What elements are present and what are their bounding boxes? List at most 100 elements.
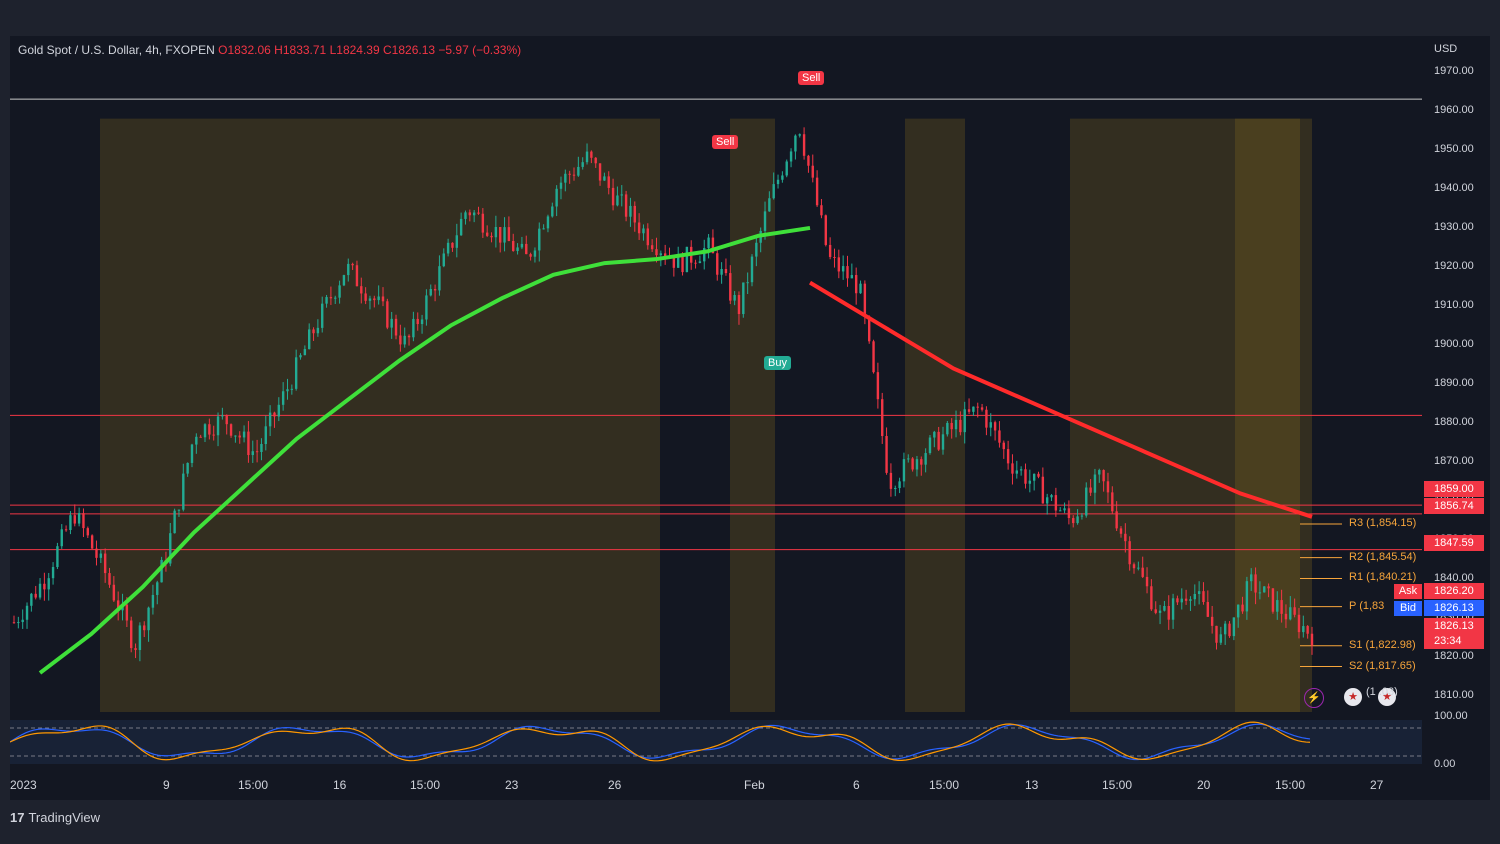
sell-signal-marker[interactable]: Sell — [712, 135, 739, 149]
candle-body — [499, 226, 502, 243]
candle-body — [629, 205, 632, 217]
candle-body — [859, 283, 862, 294]
oscillator-k-line — [10, 723, 1311, 761]
level-tag-1: 1859.00 — [1424, 481, 1484, 497]
candle-body — [568, 173, 571, 175]
chart-frame[interactable] — [10, 36, 1490, 800]
candle-body — [286, 389, 289, 392]
candle-body — [138, 625, 142, 651]
candle-body — [433, 288, 437, 291]
candle-body — [1202, 591, 1205, 603]
candle-body — [451, 242, 454, 248]
candle-body — [208, 424, 211, 435]
bid-badge: Bid — [1394, 601, 1422, 616]
candle-body — [1237, 604, 1240, 618]
low-value: 1824.39 — [336, 43, 380, 57]
pivot-label: R2 (1,845.54) — [1349, 550, 1417, 563]
ask-badge: Ask — [1394, 584, 1422, 599]
candle-body — [468, 212, 472, 216]
tradingview-logo-icon: 17 — [10, 810, 25, 825]
us-flag-icon[interactable]: ★ — [1344, 688, 1362, 706]
candle-body — [1072, 518, 1075, 524]
price-tick-label: 1930.00 — [1434, 220, 1474, 233]
candle-body — [972, 406, 975, 412]
candle-body — [1223, 623, 1227, 635]
candle-body — [273, 412, 276, 417]
pivot-label: S1 (1,822.98) — [1349, 638, 1416, 651]
candle-body — [73, 515, 76, 524]
candle-body — [182, 473, 185, 510]
candle-body — [746, 282, 749, 284]
price-chart[interactable] — [10, 36, 1490, 800]
candle-body — [1241, 604, 1244, 612]
candle-body — [281, 391, 285, 405]
candle-body — [416, 318, 419, 325]
footer-brand[interactable]: 17 TradingView — [10, 810, 100, 825]
last-price-tag: 1826.13 — [1424, 618, 1484, 634]
bid-price-tag: 1826.13 — [1424, 600, 1484, 616]
lightning-icon[interactable]: ⚡ — [1304, 688, 1324, 708]
open-value: 1832.06 — [227, 43, 271, 57]
time-tick-label: 15:00 — [1275, 778, 1306, 792]
price-tick-label: 1890.00 — [1434, 377, 1474, 390]
candle-body — [924, 453, 927, 465]
candle-body — [785, 161, 788, 176]
candle-body — [642, 228, 645, 234]
candle-body — [581, 162, 584, 167]
candle-body — [507, 227, 511, 241]
candle-body — [794, 135, 797, 152]
candle-body — [17, 622, 20, 624]
candle-body — [1263, 586, 1266, 593]
time-tick-label: 16 — [333, 778, 347, 792]
candle-body — [1028, 480, 1032, 484]
us-flag-icon[interactable]: ★ — [1378, 688, 1396, 706]
candle-body — [538, 228, 541, 251]
candle-body — [637, 222, 641, 234]
open-label: O — [218, 43, 228, 57]
currency-label[interactable]: USD — [1434, 43, 1458, 55]
candle-body — [911, 458, 914, 470]
candle-body — [724, 268, 728, 274]
candle-body — [1111, 492, 1114, 512]
candle-body — [885, 436, 888, 473]
candle-body — [43, 583, 46, 590]
pivot-label: R1 (1,840.21) — [1349, 571, 1417, 584]
candle-body — [889, 472, 893, 489]
candle-body — [399, 335, 402, 345]
candle-body — [69, 515, 72, 531]
symbol-title: Gold Spot / U.S. Dollar, 4h, FXOPEN — [18, 43, 215, 57]
buy-signal-marker[interactable]: Buy — [764, 356, 791, 370]
candle-body — [1076, 516, 1079, 524]
candle-body — [1206, 602, 1210, 617]
candle-body — [577, 166, 580, 176]
pivot-label: S2 (1,817.65) — [1349, 659, 1416, 672]
time-tick-label: 20 — [1197, 778, 1211, 792]
candle-body — [446, 242, 450, 254]
candle-body — [963, 409, 966, 433]
candle-body — [681, 254, 684, 273]
time-tick-label: 15:00 — [410, 778, 441, 792]
candle-body — [438, 266, 441, 291]
level-tag-2: 1856.74 — [1424, 498, 1484, 514]
candle-body — [555, 188, 558, 207]
candle-body — [490, 235, 493, 238]
candle-body — [1059, 510, 1062, 512]
time-tick-label: Feb — [744, 778, 765, 792]
oscillator-tick-label: 100.00 — [1434, 710, 1468, 722]
sell-signal-marker[interactable]: Sell — [798, 71, 825, 85]
candle-body — [173, 510, 176, 534]
candle-body — [698, 261, 702, 263]
candle-body — [985, 409, 988, 428]
candle-body — [572, 174, 576, 176]
candle-body — [1289, 607, 1292, 620]
time-tick-label: 9 — [163, 778, 170, 792]
candle-body — [594, 157, 597, 164]
low-label: L — [329, 43, 337, 57]
candle-body — [659, 253, 663, 256]
candle-body — [12, 622, 16, 624]
candle-body — [624, 194, 628, 217]
candle-body — [525, 243, 528, 255]
candle-body — [25, 605, 29, 620]
candle-body — [1180, 598, 1183, 603]
candle-body — [768, 198, 771, 212]
